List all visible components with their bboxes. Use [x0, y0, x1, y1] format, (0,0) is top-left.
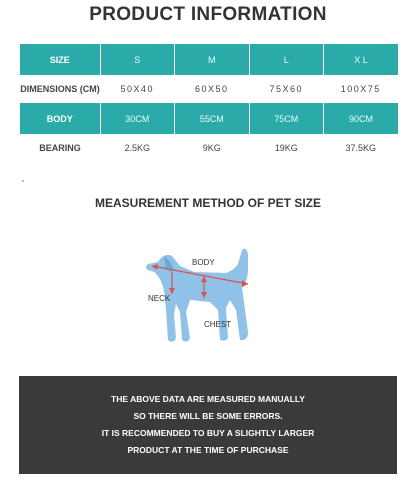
bearing-cell: 2.5KG	[100, 134, 175, 162]
chest-label: CHEST	[204, 320, 232, 329]
size-cell: L	[249, 44, 324, 75]
body-label: BODY	[192, 258, 215, 267]
bearing-cell: 9KG	[174, 134, 249, 162]
size-cell: S	[100, 44, 175, 75]
size-cell: M	[174, 44, 250, 75]
stray-dot	[22, 180, 24, 182]
body-cell: 30CM	[100, 103, 175, 134]
disclaimer-line: IT IS RECOMMENDED TO BUY A SLIGHTLY LARG…	[101, 428, 315, 438]
dimension-cell: 60X50	[174, 75, 249, 103]
body-cell: 55CM	[174, 103, 250, 134]
chest-arrowhead	[201, 276, 207, 282]
row-label-body: BODY	[20, 103, 101, 134]
chest-arrowhead	[201, 292, 207, 298]
dimension-cell: 100X75	[323, 75, 398, 103]
table-row-size: SIZE S M L X L	[20, 44, 398, 75]
dog-silhouette-icon	[146, 248, 249, 342]
dimension-cell: 75X60	[249, 75, 324, 103]
measurement-title: MEASUREMENT METHOD OF PET SIZE	[94, 196, 321, 210]
row-label-bearing: BEARING	[20, 134, 100, 162]
dog-body-shape	[146, 248, 248, 342]
body-cell: 90CM	[323, 103, 398, 134]
table-row-dimensions: DIMENSIONS (CM) 50X40 60X50 75X60 100X75	[20, 75, 398, 103]
disclaimer-line: PRODUCT AT THE TIME OF PURCHASE	[127, 445, 289, 455]
size-cell: X L	[323, 44, 398, 75]
body-arrowhead	[242, 280, 248, 287]
row-label-dimensions: DIMENSIONS (CM)	[20, 75, 100, 103]
bearing-cell: 37.5KG	[323, 134, 398, 162]
body-arrowhead	[152, 264, 158, 270]
row-label-size: SIZE	[20, 44, 101, 75]
neck-label: NECK	[148, 294, 171, 303]
dog-diagram: BODY NECK CHEST	[130, 240, 270, 355]
dog-ear-shape	[164, 256, 174, 272]
body-measure-line	[151, 265, 249, 285]
body-cell: 75CM	[249, 103, 324, 134]
neck-arrowhead	[169, 288, 175, 294]
disclaimer-line: SO THERE WILL BE SOME ERRORS.	[133, 411, 283, 421]
disclaimer-line: THE ABOVE DATA ARE MEASURED MANUALLY	[111, 394, 305, 404]
disclaimer-box: THE ABOVE DATA ARE MEASURED MANUALLY SO …	[19, 376, 397, 474]
size-table: SIZE S M L X L DIMENSIONS (CM) 50X40 60X…	[20, 44, 398, 162]
dimension-cell: 50X40	[100, 75, 175, 103]
table-row-body: BODY 30CM 55CM 75CM 90CM	[20, 103, 398, 134]
page-title: PRODUCT INFORMATION	[89, 4, 327, 25]
bearing-cell: 19KG	[249, 134, 324, 162]
table-row-bearing: BEARING 2.5KG 9KG 19KG 37.5KG	[20, 134, 398, 162]
